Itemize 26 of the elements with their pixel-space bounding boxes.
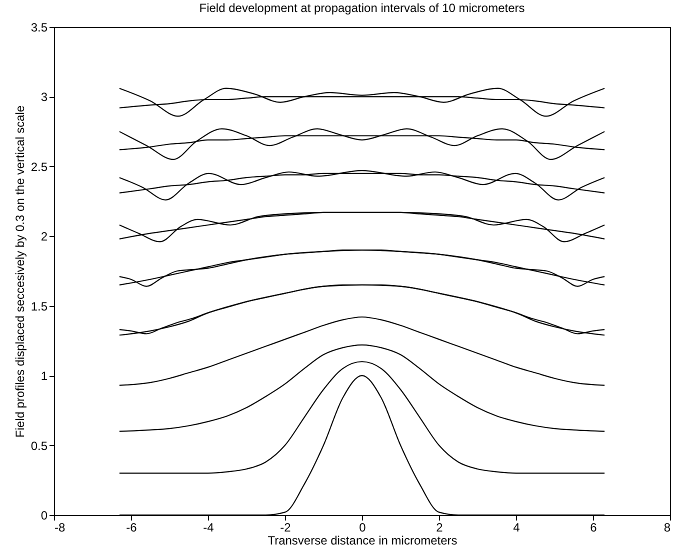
line-series bbox=[118, 128, 606, 160]
y-axis-title: Field profiles displaced seccesively by 0.3 on the vertical scale bbox=[12, 105, 27, 438]
line-series bbox=[118, 88, 606, 117]
x-tick-label: 6 bbox=[590, 520, 598, 534]
y-tick-label: 1.5 bbox=[30, 299, 48, 314]
y-tick-label: 3.5 bbox=[30, 20, 48, 34]
line-series bbox=[118, 170, 606, 200]
x-tick-label: 2 bbox=[436, 520, 444, 534]
x-tick-label: -4 bbox=[203, 520, 214, 534]
y-tick-label: 2 bbox=[40, 230, 48, 244]
line-series bbox=[118, 316, 606, 386]
y-tick-label: 0.5 bbox=[30, 438, 48, 453]
y-tick-label: 3 bbox=[40, 90, 48, 104]
x-tick-label: -6 bbox=[126, 520, 138, 534]
x-tick-label: 0 bbox=[359, 520, 366, 534]
x-tick-label: -8 bbox=[54, 520, 66, 534]
x-tick-label: -2 bbox=[280, 520, 292, 534]
x-tick-label: 4 bbox=[513, 520, 520, 534]
x-tick-label: 8 bbox=[664, 520, 671, 534]
y-tick-label: 0 bbox=[40, 508, 48, 522]
chart-title: Field development at propagation intervals of 10 micrometers bbox=[199, 1, 525, 15]
x-axis-title: Transverse distance in micrometers bbox=[268, 534, 458, 548]
y-tick-label: 1 bbox=[40, 369, 48, 384]
y-tick-label: 2.5 bbox=[30, 160, 48, 174]
line-series bbox=[118, 344, 606, 432]
line-series bbox=[118, 361, 606, 474]
